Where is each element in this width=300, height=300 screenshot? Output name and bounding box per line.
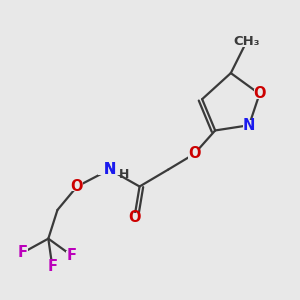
Bar: [98, 164, 121, 175]
Text: O: O: [128, 210, 141, 225]
Text: H: H: [119, 168, 129, 181]
Text: O: O: [188, 146, 201, 161]
Text: O: O: [71, 179, 83, 194]
Text: N: N: [243, 118, 255, 133]
Text: F: F: [47, 259, 57, 274]
Text: F: F: [67, 248, 77, 263]
Bar: [46, 261, 58, 271]
Bar: [241, 37, 252, 47]
Text: N: N: [103, 162, 116, 177]
Bar: [188, 149, 200, 159]
Text: CH₃: CH₃: [233, 35, 260, 48]
Bar: [254, 89, 266, 99]
Text: F: F: [17, 245, 27, 260]
Bar: [71, 182, 83, 191]
Bar: [16, 248, 28, 258]
Text: N: N: [103, 162, 116, 177]
Bar: [243, 120, 255, 130]
Bar: [66, 250, 78, 260]
Text: O: O: [253, 86, 266, 101]
Bar: [104, 165, 116, 175]
Bar: [128, 213, 140, 223]
